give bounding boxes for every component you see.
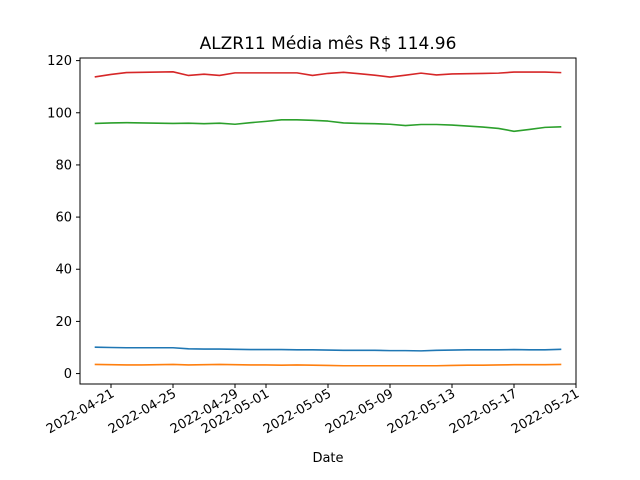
- series-line-2: [94, 363, 562, 367]
- x-axis-label: Date: [312, 451, 343, 466]
- series-line-3: [94, 119, 562, 133]
- y-tick-label: 20: [55, 315, 72, 330]
- y-tick-label: 0: [64, 367, 72, 382]
- plot-frame: [79, 57, 577, 385]
- chart-title: ALZR11 Média mês R$ 114.96: [200, 34, 457, 54]
- series-line-4: [94, 71, 562, 78]
- y-tick-label: 80: [55, 158, 72, 173]
- y-axis: 0 20 40 60 80 100 120: [47, 54, 80, 382]
- y-tick-label: 40: [55, 263, 72, 278]
- plot-lines: [94, 71, 562, 367]
- series-line-1: [94, 346, 562, 352]
- y-tick-label: 100: [47, 106, 72, 121]
- y-tick-label: 60: [55, 211, 72, 226]
- y-tick-label: 120: [47, 54, 72, 69]
